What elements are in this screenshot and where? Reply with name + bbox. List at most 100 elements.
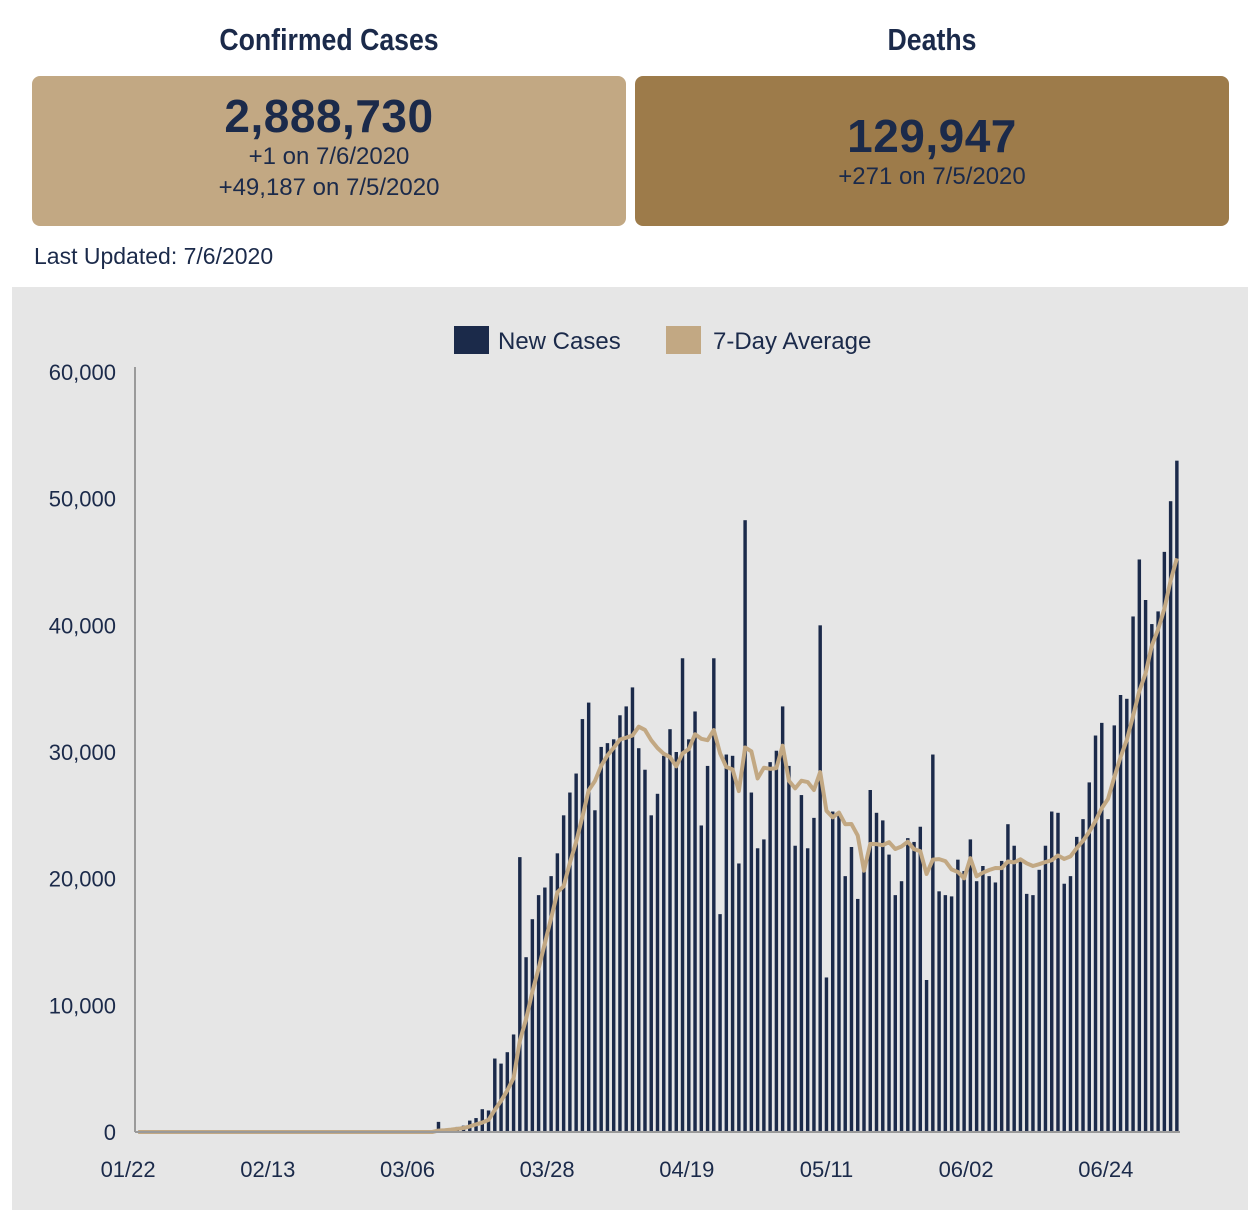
new-cases-bar bbox=[705, 765, 710, 1132]
new-cases-bar bbox=[580, 719, 585, 1132]
new-cases-bar bbox=[1125, 698, 1129, 1132]
new-cases-bar bbox=[1006, 824, 1010, 1132]
new-cases-bar bbox=[837, 812, 841, 1132]
new-cases-bar bbox=[1112, 725, 1117, 1132]
new-cases-chart: New Cases 7-Day Average 0 10,000 20,000 30,… bbox=[12, 287, 1248, 1210]
new-cases-bar bbox=[511, 1034, 516, 1132]
new-cases-bar bbox=[1087, 782, 1091, 1132]
last-updated-label: Last Updated: 7/6/2020 bbox=[34, 243, 274, 269]
chart-canvas: New Cases 7-Day Average 0 10,000 20,000 30,… bbox=[49, 326, 1180, 1182]
new-cases-bar bbox=[1031, 895, 1035, 1132]
new-cases-bar bbox=[586, 702, 591, 1132]
new-cases-bar bbox=[743, 520, 747, 1132]
new-cases-bar bbox=[568, 792, 572, 1132]
new-cases-bar bbox=[561, 815, 566, 1132]
new-cases-bar bbox=[887, 854, 891, 1132]
new-cases-bar bbox=[1043, 845, 1048, 1132]
new-cases-bar bbox=[918, 826, 923, 1132]
new-cases-bar bbox=[655, 793, 660, 1132]
new-cases-bar bbox=[749, 792, 754, 1132]
y-tick-label: 30,000 bbox=[49, 740, 116, 765]
y-tick-label: 50,000 bbox=[49, 487, 116, 512]
new-cases-bar bbox=[1093, 735, 1098, 1132]
new-cases-bar bbox=[774, 750, 779, 1132]
new-cases-bar bbox=[1068, 876, 1073, 1132]
new-cases-bar bbox=[618, 715, 622, 1132]
confirmed-cases-previous-change: +49,187 on 7/5/2020 bbox=[218, 174, 440, 201]
x-tick-label: 01/22 bbox=[101, 1157, 156, 1182]
new-cases-bar bbox=[611, 739, 616, 1132]
new-cases-bar bbox=[1062, 883, 1066, 1132]
new-cases-bar bbox=[799, 795, 804, 1132]
x-tick-label: 06/02 bbox=[939, 1157, 994, 1182]
new-cases-bar bbox=[630, 687, 635, 1132]
new-cases-bar bbox=[543, 887, 547, 1132]
new-cases-bar bbox=[993, 882, 998, 1132]
new-cases-bar bbox=[730, 755, 735, 1132]
new-cases-bar bbox=[1156, 611, 1160, 1132]
new-cases-bar bbox=[649, 815, 653, 1132]
new-cases-bar bbox=[699, 825, 704, 1132]
new-cases-bar bbox=[787, 765, 791, 1132]
new-cases-bar bbox=[762, 839, 766, 1132]
new-cases-bar bbox=[912, 841, 916, 1132]
new-cases-bar bbox=[1012, 845, 1016, 1132]
new-cases-bar bbox=[555, 853, 560, 1132]
confirmed-cases-total: 2,888,730 bbox=[224, 90, 434, 142]
new-cases-bar bbox=[987, 876, 991, 1132]
new-cases-bar bbox=[780, 706, 785, 1132]
legend-label-new-cases: New Cases bbox=[498, 328, 621, 355]
new-cases-bar bbox=[949, 896, 954, 1132]
new-cases-bar bbox=[874, 812, 879, 1132]
new-cases-bar bbox=[536, 895, 541, 1132]
y-tick-label: 0 bbox=[104, 1120, 116, 1145]
new-cases-bar bbox=[1100, 722, 1104, 1132]
y-tick-label: 40,000 bbox=[49, 613, 116, 638]
y-tick-label: 20,000 bbox=[49, 867, 116, 892]
new-cases-bar bbox=[768, 762, 772, 1132]
new-cases-bar bbox=[1168, 501, 1173, 1132]
new-cases-bar bbox=[518, 857, 522, 1132]
new-cases-bar bbox=[830, 811, 835, 1132]
new-cases-bar bbox=[906, 838, 910, 1132]
new-cases-bar bbox=[849, 847, 854, 1132]
new-cases-bar bbox=[793, 845, 797, 1132]
legend-swatch-7-day-average bbox=[666, 326, 701, 354]
new-cases-bar bbox=[968, 839, 973, 1132]
x-tick-label: 03/28 bbox=[520, 1157, 575, 1182]
legend-label-7-day-average: 7-Day Average bbox=[713, 328, 871, 355]
new-cases-bar bbox=[549, 876, 553, 1132]
new-cases-bar bbox=[712, 658, 716, 1132]
new-cases-bar bbox=[843, 876, 847, 1132]
new-cases-bar bbox=[805, 848, 810, 1132]
x-tick-label: 06/24 bbox=[1078, 1157, 1133, 1182]
new-cases-bar bbox=[524, 957, 528, 1132]
new-cases-bar bbox=[1050, 811, 1054, 1132]
new-cases-bar bbox=[674, 752, 678, 1132]
deaths-title: Deaths bbox=[887, 22, 977, 57]
new-cases-bar bbox=[605, 743, 610, 1132]
new-cases-bar bbox=[956, 859, 960, 1132]
x-tick-label: 02/13 bbox=[240, 1157, 295, 1182]
new-cases-bar bbox=[643, 769, 647, 1132]
deaths-card: 129,947 +271 on 7/5/2020 bbox=[635, 76, 1229, 226]
new-cases-bar bbox=[737, 863, 741, 1132]
new-cases-bar bbox=[962, 871, 966, 1132]
new-cases-bar bbox=[943, 895, 948, 1132]
new-cases-bar bbox=[624, 706, 628, 1132]
new-cases-bar bbox=[1118, 695, 1123, 1132]
y-tick-label: 60,000 bbox=[49, 360, 116, 385]
new-cases-bar bbox=[724, 754, 729, 1132]
new-cases-bar bbox=[1175, 460, 1179, 1132]
new-cases-bar bbox=[593, 810, 597, 1132]
new-cases-bar bbox=[862, 871, 866, 1132]
new-cases-bar bbox=[899, 881, 904, 1132]
chart-legend: New Cases 7-Day Average bbox=[454, 326, 871, 355]
new-cases-bar bbox=[637, 748, 641, 1132]
new-cases-bar bbox=[687, 739, 691, 1132]
new-cases-bar bbox=[436, 1121, 441, 1132]
bar-series-new-cases bbox=[436, 460, 1179, 1132]
new-cases-bar bbox=[1143, 600, 1148, 1132]
new-cases-bar bbox=[881, 820, 885, 1132]
new-cases-bar bbox=[1106, 819, 1110, 1132]
